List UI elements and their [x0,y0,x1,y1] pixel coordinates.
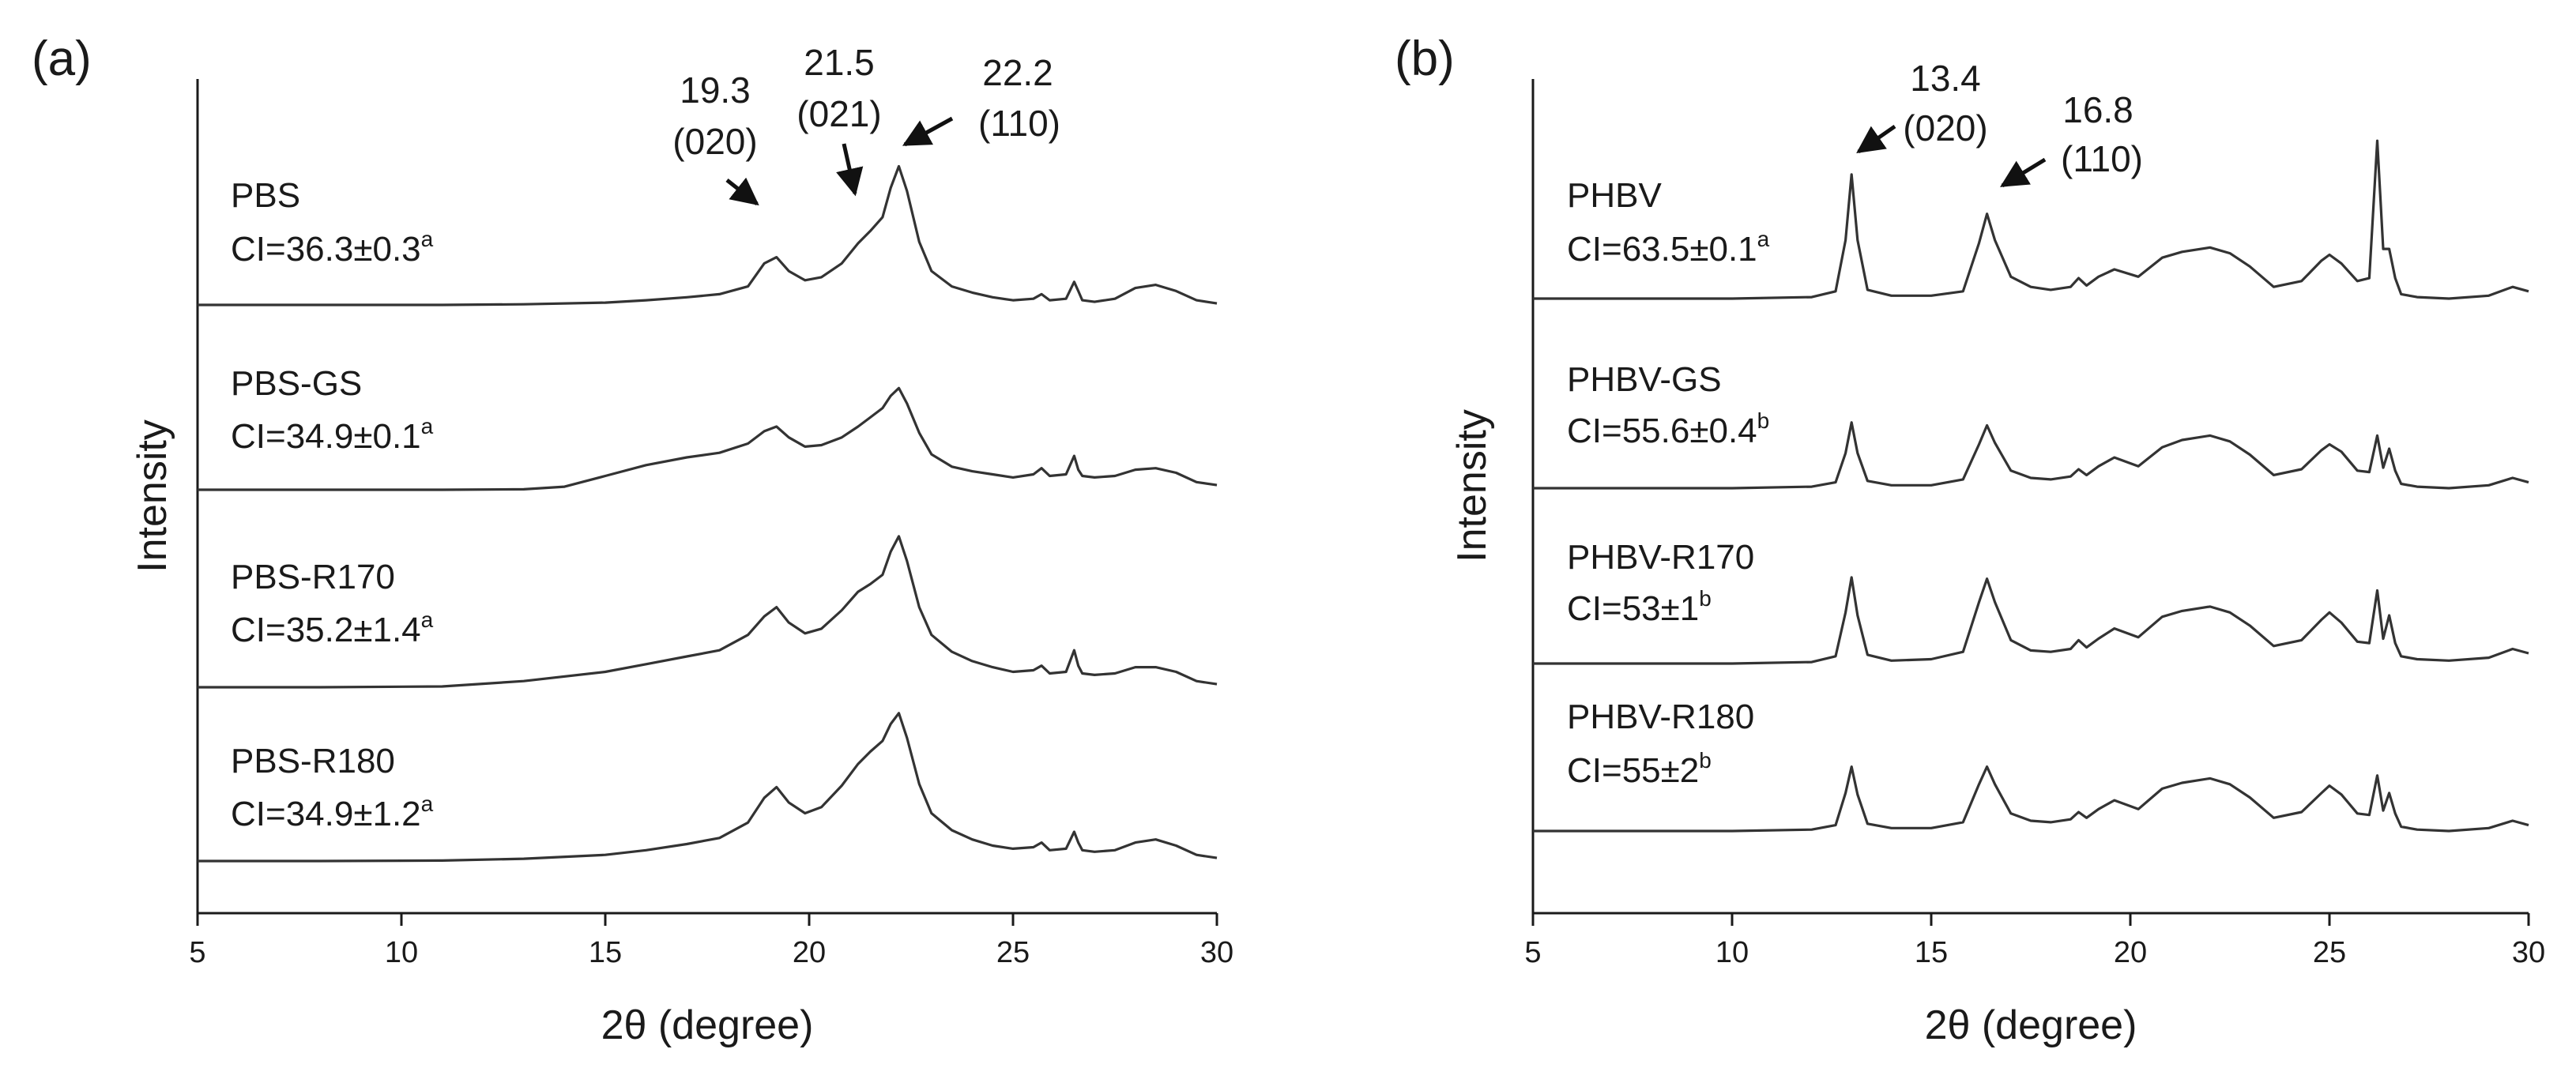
axes: 5 10 15 20 25 30 [189,79,1233,969]
peak-annotation-22.2: 22.2 (110) [902,52,1060,147]
series-name-label: PHBV-GS [1567,360,1722,399]
panel-a: (a) 5 10 15 20 25 30 Intensity 2θ (degree) PB… [32,32,1233,1048]
x-tick-label: 25 [996,936,1030,969]
x-axis-label: 2θ (degree) [601,1002,814,1048]
peak-plane-label: (110) [978,103,1060,144]
x-tick-label: 15 [589,936,622,969]
series-line-pbs [198,164,1218,306]
peak-annotation-16.8: 16.8 (110) [2000,89,2143,188]
x-tick-label: 5 [1524,936,1541,969]
series-line-phbv-r170 [1533,576,2529,665]
peak-arrow [1856,124,1896,154]
series-name-label: PHBV-R170 [1567,538,1754,577]
ci-label: CI=55±2b [1567,748,1712,790]
ci-superscript: b [1699,748,1712,773]
ci-superscript: b [1757,408,1770,433]
ci-label: CI=63.5±0.1a [1567,227,1770,269]
panel-label: (b) [1395,32,1455,86]
peak-plane-label: (110) [2061,138,2143,179]
series-name-label: PBS-GS [231,364,362,403]
series-line-phbv-gs [1533,421,2529,490]
peak-plane-label: (020) [672,121,757,162]
panel-label: (a) [32,32,92,86]
series-line-pbs-r180 [198,712,1218,863]
panel-b: (b) 5 10 15 20 25 30 Intensity 2θ (degree) PH… [1395,32,2545,1048]
x-ticks: 5 10 15 20 25 30 [1524,913,2545,969]
x-tick-label: 20 [2114,936,2147,969]
series-name-label: PBS-R180 [231,742,395,780]
x-tick-label: 5 [189,936,205,969]
x-ticks: 5 10 15 20 25 30 [189,913,1233,969]
peak-annotation-21.5: 21.5 (021) [797,42,882,197]
ci-label: CI=35.2±1.4a [231,607,434,649]
series-group: PHBV CI=63.5±0.1a PHBV-GS CI=55.6±0.4b PHBV-… [1533,139,2529,833]
x-tick-label: 30 [1200,936,1233,969]
peak-arrow [902,116,954,147]
ci-superscript: a [421,607,434,632]
ci-label: CI=34.9±0.1a [231,414,434,456]
peak-annotation-19.3: 19.3 (020) [672,70,759,206]
peak-value-label: 22.2 [982,52,1053,93]
x-tick-label: 20 [793,936,826,969]
series-line-phbv-r180 [1533,765,2529,833]
ci-superscript: b [1699,586,1712,611]
ci-superscript: a [421,227,434,251]
peak-plane-label: (020) [1903,107,1987,149]
series-name-label: PBS [231,176,300,215]
ci-label: CI=36.3±0.3a [231,227,434,269]
series-line-pbs-r170 [198,535,1218,689]
peak-value-label: 13.4 [1910,58,1981,99]
ci-superscript: a [421,414,434,438]
peak-value-label: 16.8 [2062,89,2133,130]
y-axis-label: Intensity [130,419,175,573]
peak-arrow [2000,157,2047,188]
peak-annotation-13.4: 13.4 (020) [1856,58,1988,154]
x-tick-label: 15 [1915,936,1948,969]
ci-label: CI=34.9±1.2a [231,792,434,833]
peak-plane-label: (021) [797,93,881,134]
peak-value-label: 21.5 [804,42,875,83]
x-axis-label: 2θ (degree) [1925,1002,2137,1048]
x-tick-label: 25 [2313,936,2346,969]
ci-superscript: a [421,792,434,816]
series-name-label: PBS-R170 [231,558,395,596]
series-line-phbv [1533,139,2529,300]
x-tick-label: 30 [2512,936,2545,969]
series-group: PBS CI=36.3±0.3a PBS-GS CI=34.9±0.1a PBS-R17… [198,164,1218,863]
peak-value-label: 19.3 [680,70,751,111]
axes: 5 10 15 20 25 30 [1524,79,2545,969]
x-tick-label: 10 [385,936,418,969]
y-axis-label: Intensity [1449,409,1495,562]
series-name-label: PHBV-R180 [1567,698,1754,736]
ci-label: CI=55.6±0.4b [1567,408,1769,450]
peak-arrow [836,143,864,197]
series-line-pbs-gs [198,386,1218,491]
peak-arrow [725,177,759,206]
ci-label: CI=53±1b [1567,586,1712,628]
ci-superscript: a [1757,227,1770,251]
x-tick-label: 10 [1715,936,1749,969]
series-name-label: PHBV [1567,176,1662,215]
